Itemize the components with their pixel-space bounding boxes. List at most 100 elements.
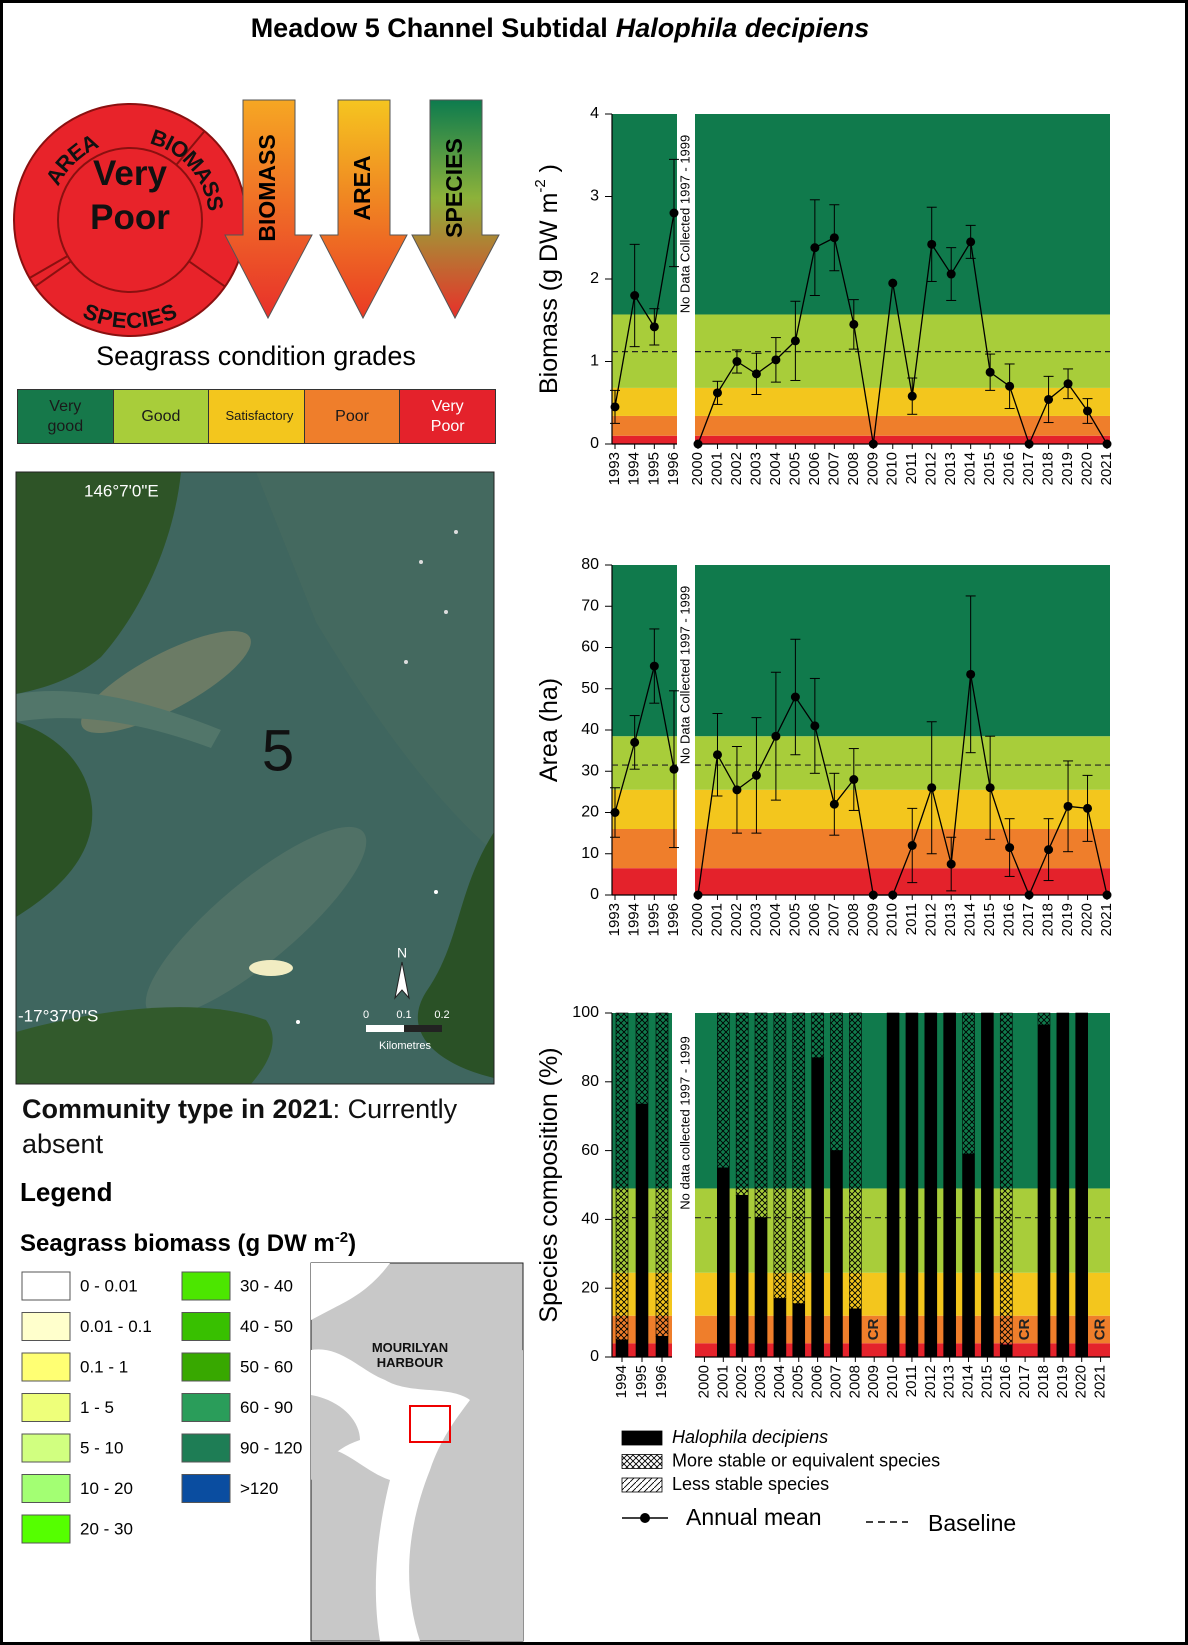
y-tick-label: 30 bbox=[581, 762, 599, 779]
x-tick-label: 2000 bbox=[689, 903, 706, 936]
x-tick-label: 2005 bbox=[790, 1365, 807, 1398]
x-tick-label: 2001 bbox=[708, 452, 725, 485]
legend-swatch bbox=[22, 1434, 70, 1462]
bar-segment bbox=[1076, 1013, 1088, 1357]
legend-label: 0.1 - 1 bbox=[80, 1357, 128, 1376]
y-axis-label: Species composition (%) bbox=[535, 1047, 563, 1322]
y-axis-label-sup: -2 bbox=[532, 179, 549, 192]
north-label: N bbox=[397, 945, 407, 961]
x-tick-label: 2013 bbox=[942, 452, 959, 485]
grade-label: Very Poor bbox=[417, 397, 479, 437]
x-tick-label: 2002 bbox=[728, 452, 745, 485]
bar-segment bbox=[656, 1336, 668, 1357]
x-tick-label: 2000 bbox=[689, 452, 706, 485]
gap-label: No Data Collected 1997 - 1999 bbox=[677, 135, 692, 314]
condition-band bbox=[695, 114, 1110, 314]
data-point bbox=[771, 732, 780, 741]
arrow-label: SPECIES bbox=[441, 138, 467, 238]
grade-cell: Poor bbox=[305, 390, 401, 443]
y-tick-label: 60 bbox=[581, 1142, 599, 1159]
x-tick-label: 1996 bbox=[653, 1365, 670, 1398]
grades-title: Seagrass condition grades bbox=[96, 341, 416, 371]
data-point bbox=[1064, 379, 1073, 388]
bar-segment bbox=[636, 1013, 648, 1104]
superscript: -2 bbox=[335, 1229, 348, 1246]
legend-swatch bbox=[182, 1394, 230, 1422]
data-point bbox=[830, 233, 839, 242]
grade-label: Poor bbox=[335, 407, 369, 427]
gap-label: No Data Collected 1997 - 1999 bbox=[677, 586, 692, 765]
data-point bbox=[611, 402, 620, 411]
x-tick-label: 2020 bbox=[1073, 1365, 1090, 1398]
legend-dot bbox=[640, 1513, 650, 1523]
y-tick-label: 10 bbox=[581, 845, 599, 862]
legend-swatch bbox=[182, 1272, 230, 1300]
x-tick-label: 1996 bbox=[665, 903, 682, 936]
title-text: Meadow 5 Channel Subtidal bbox=[251, 13, 608, 43]
grade-label: Very good bbox=[34, 397, 96, 437]
x-tick-label: 2009 bbox=[864, 903, 881, 936]
legend-swatch bbox=[182, 1475, 230, 1503]
condition-band bbox=[695, 436, 1110, 444]
legend-swatch bbox=[622, 1455, 662, 1469]
condition-band bbox=[612, 736, 677, 790]
bar-segment bbox=[793, 1013, 805, 1304]
data-point bbox=[694, 891, 703, 900]
data-point bbox=[810, 243, 819, 252]
bar-segment bbox=[616, 1340, 628, 1357]
data-point bbox=[1025, 440, 1034, 449]
bar-segment bbox=[793, 1304, 805, 1357]
x-tick-label: 2018 bbox=[1040, 903, 1057, 936]
map bbox=[16, 472, 494, 1084]
x-tick-label: 2001 bbox=[714, 1365, 731, 1398]
x-tick-label: 2017 bbox=[1016, 1365, 1033, 1398]
y-tick-label: 20 bbox=[581, 804, 599, 821]
data-point bbox=[670, 209, 679, 218]
legend-label: 40 - 50 bbox=[240, 1317, 293, 1336]
x-tick-label: 2012 bbox=[923, 903, 940, 936]
x-tick-label: 1993 bbox=[606, 903, 623, 936]
legend-swatch bbox=[182, 1353, 230, 1381]
x-tick-label: 2010 bbox=[884, 1365, 901, 1398]
text: Seagrass biomass (g DW m bbox=[20, 1230, 335, 1257]
data-point bbox=[630, 738, 639, 747]
locator-label: MOURILYAN HARBOUR bbox=[360, 1340, 460, 1370]
bar-segment bbox=[774, 1299, 786, 1357]
bar-segment bbox=[925, 1013, 937, 1357]
scale-unit: Kilometres bbox=[379, 1040, 431, 1052]
legend-label: 5 - 10 bbox=[80, 1438, 123, 1457]
bar-segment bbox=[887, 1013, 899, 1357]
x-tick-label: 2007 bbox=[825, 903, 842, 936]
y-tick-label: 0 bbox=[590, 1348, 599, 1365]
legend-swatch bbox=[22, 1475, 70, 1503]
data-point bbox=[1083, 407, 1092, 416]
x-tick-label: 2015 bbox=[981, 452, 998, 485]
y-tick-label: 100 bbox=[572, 1004, 599, 1021]
condition-band bbox=[612, 436, 677, 444]
data-point bbox=[1044, 845, 1053, 854]
bar-segment bbox=[963, 1154, 975, 1357]
data-point bbox=[1103, 440, 1112, 449]
x-tick-label: 2013 bbox=[942, 903, 959, 936]
map-latitude: -17°37'0"S bbox=[18, 1006, 98, 1025]
x-tick-label: 2017 bbox=[1020, 452, 1037, 485]
y-tick-label: 70 bbox=[581, 597, 599, 614]
data-point bbox=[611, 808, 620, 817]
y-tick-label: 4 bbox=[590, 105, 599, 122]
x-tick-label: 2002 bbox=[728, 903, 745, 936]
x-tick-label: 2006 bbox=[806, 903, 823, 936]
x-tick-label: 2001 bbox=[708, 903, 725, 936]
data-point bbox=[908, 841, 917, 850]
x-tick-label: 2008 bbox=[845, 903, 862, 936]
y-tick-label: 2 bbox=[590, 270, 599, 287]
bar-segment bbox=[812, 1058, 824, 1357]
arrows: BIOMASS AREA SPECIES bbox=[225, 100, 499, 318]
bar-segment bbox=[1000, 1345, 1012, 1357]
x-tick-label: 2017 bbox=[1020, 903, 1037, 936]
data-point bbox=[694, 440, 703, 449]
x-tick-label: 2018 bbox=[1040, 452, 1057, 485]
legend-label: 50 - 60 bbox=[240, 1357, 293, 1376]
x-tick-label: 2011 bbox=[903, 452, 920, 484]
bar-segment bbox=[636, 1104, 648, 1357]
